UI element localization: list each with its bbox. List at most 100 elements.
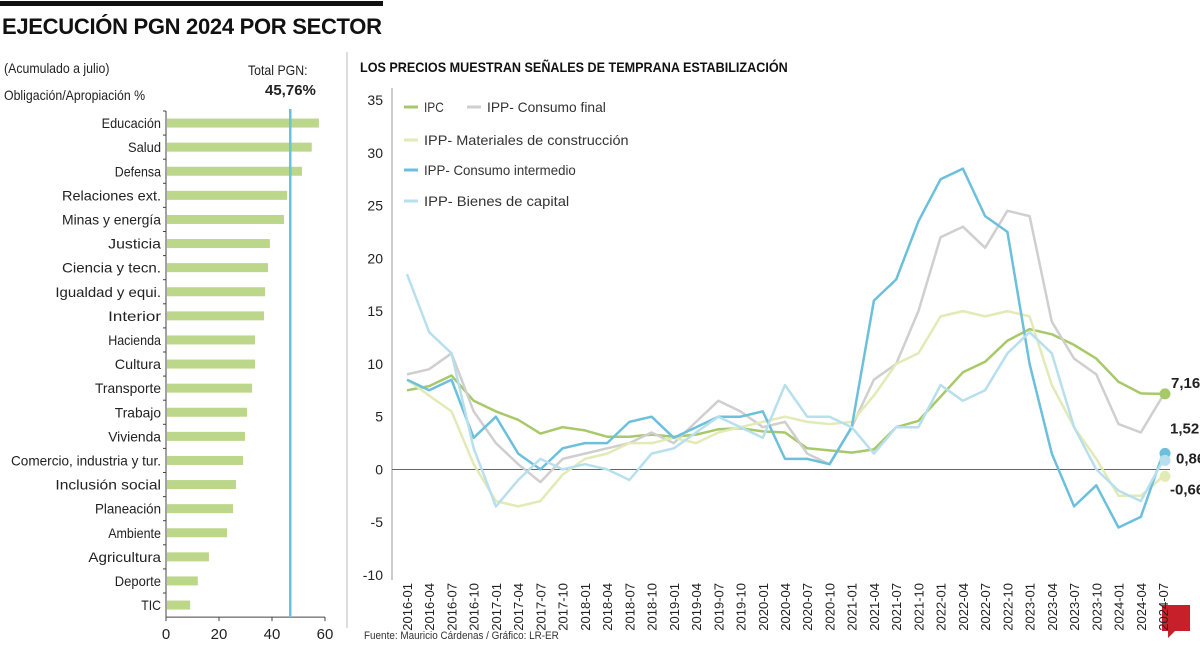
bar-x-tick-label: 40 bbox=[264, 626, 281, 643]
bar-label: Hacienda bbox=[108, 332, 161, 348]
legend-label: IPP- Bienes de capital bbox=[424, 193, 569, 209]
bar-17 bbox=[167, 528, 227, 538]
line-x-tick-label: 2023-01 bbox=[1023, 583, 1038, 631]
bar-19 bbox=[167, 576, 198, 586]
bar-8 bbox=[167, 311, 265, 321]
series-line-0 bbox=[406, 327, 1164, 454]
page-title: EJECUCIÓN PGN 2024 POR SECTOR bbox=[2, 14, 382, 39]
bar-x-tick-label: 0 bbox=[162, 626, 170, 643]
line-x-tick-label: 2017-10 bbox=[556, 583, 571, 631]
bar-label: Cultura bbox=[115, 356, 161, 372]
line-y-tick-label: -10 bbox=[363, 567, 383, 583]
top-rule bbox=[0, 1, 383, 6]
subtitle-metric: Obligación/Apropiación % bbox=[4, 87, 146, 103]
line-x-tick-label: 2019-01 bbox=[667, 583, 682, 631]
legend-label: IPP- Materiales de construcción bbox=[424, 132, 629, 148]
line-y-tick-label: 15 bbox=[367, 303, 383, 319]
line-chart-title: LOS PRECIOS MUESTRAN SEÑALES DE TEMPRANA… bbox=[360, 59, 788, 75]
bar-7 bbox=[167, 287, 266, 297]
bar-6 bbox=[167, 263, 269, 273]
bar-label: Trabajo bbox=[115, 404, 161, 420]
line-x-tick-label: 2018-07 bbox=[622, 583, 637, 631]
line-x-tick-label: 2021-07 bbox=[889, 583, 904, 631]
line-x-tick-label: 2016-01 bbox=[400, 583, 415, 631]
line-x-tick-label: 2022-07 bbox=[978, 583, 993, 631]
total-pgn-value: 45,76% bbox=[265, 82, 316, 99]
bar-12 bbox=[167, 407, 248, 417]
bar-label: Salud bbox=[128, 139, 161, 155]
bar-label: Planeación bbox=[95, 501, 161, 517]
line-x-tick-label: 2018-01 bbox=[578, 583, 593, 631]
line-x-tick-label: 2016-04 bbox=[422, 583, 437, 631]
subtitle-period: (Acumulado a julio) bbox=[4, 60, 110, 76]
bar-label: Transporte bbox=[95, 380, 161, 396]
series-end-label: -0,66 bbox=[1170, 481, 1200, 498]
bar-1 bbox=[167, 142, 312, 152]
bar-14 bbox=[167, 455, 244, 465]
bar-2 bbox=[167, 166, 302, 176]
line-y-tick-label: 30 bbox=[367, 145, 383, 161]
bar-label: TIC bbox=[141, 597, 161, 613]
bar-13 bbox=[167, 431, 245, 441]
line-x-tick-label: 2020-10 bbox=[822, 583, 837, 631]
line-y-tick-label: 20 bbox=[367, 250, 383, 266]
line-y-tick-label: 5 bbox=[375, 409, 383, 425]
legend-label: IPC bbox=[424, 99, 444, 115]
bar-label: Vivienda bbox=[108, 428, 161, 444]
series-end-marker-4 bbox=[1159, 454, 1171, 466]
bar-15 bbox=[167, 480, 236, 490]
series-end-label: 7,16 bbox=[1171, 375, 1200, 392]
legend-label: IPP- Consumo final bbox=[487, 99, 606, 115]
series-end-label: 0,86 bbox=[1176, 450, 1200, 467]
line-y-tick-label: 35 bbox=[367, 92, 383, 108]
bar-9 bbox=[167, 335, 256, 345]
legend-label: IPP- Consumo intermedio bbox=[424, 162, 576, 178]
lr-logo bbox=[1162, 605, 1190, 638]
line-x-tick-label: 2018-04 bbox=[600, 583, 615, 631]
series-end-label: 1,52 bbox=[1170, 420, 1199, 437]
bar-18 bbox=[167, 552, 209, 562]
line-x-tick-label: 2017-07 bbox=[533, 583, 548, 631]
line-x-tick-label: 2019-04 bbox=[689, 583, 704, 631]
line-x-tick-label: 2024-07 bbox=[1156, 583, 1171, 631]
series-end-marker-2 bbox=[1159, 470, 1171, 482]
line-x-tick-label: 2021-10 bbox=[911, 583, 926, 631]
bar-label: Igualdad y equi. bbox=[55, 284, 161, 300]
line-x-tick-label: 2019-10 bbox=[734, 583, 749, 631]
line-x-tick-label: 2017-04 bbox=[511, 583, 526, 631]
bar-label: Minas y energía bbox=[62, 211, 161, 227]
series-end-marker-0 bbox=[1159, 388, 1171, 400]
line-x-tick-label: 2017-01 bbox=[489, 583, 504, 631]
bar-label: Relaciones ext. bbox=[62, 187, 161, 203]
total-pgn-label: Total PGN: bbox=[248, 62, 308, 78]
source-note: Fuente: Mauricio Cárdenas / Gráfico: LR-… bbox=[364, 630, 559, 642]
series-line-3 bbox=[406, 167, 1165, 529]
line-y-tick-label: -5 bbox=[371, 514, 384, 530]
bar-0 bbox=[167, 118, 319, 128]
series-line-1 bbox=[406, 209, 1165, 484]
bar-label: Defensa bbox=[115, 163, 161, 179]
line-x-tick-label: 2021-01 bbox=[845, 583, 860, 631]
bar-x-tick-label: 20 bbox=[211, 626, 228, 643]
line-x-tick-label: 2023-10 bbox=[1089, 583, 1104, 631]
bar-label: Ciencia y tecn. bbox=[62, 260, 161, 276]
bar-10 bbox=[167, 359, 256, 369]
bar-label: Comercio, industria y tur. bbox=[11, 452, 161, 468]
series-line-4 bbox=[405, 273, 1165, 508]
bar-x-tick-label: 60 bbox=[317, 626, 334, 643]
line-y-tick-label: 0 bbox=[375, 461, 383, 477]
bar-4 bbox=[167, 214, 284, 224]
line-x-tick-label: 2020-07 bbox=[800, 583, 815, 631]
line-x-tick-label: 2016-10 bbox=[467, 583, 482, 631]
line-x-tick-label: 2022-10 bbox=[1000, 583, 1015, 631]
line-y-tick-label: 25 bbox=[367, 198, 383, 214]
line-x-tick-label: 2022-04 bbox=[956, 583, 971, 631]
bar-11 bbox=[167, 383, 253, 393]
line-x-tick-label: 2020-04 bbox=[778, 583, 793, 631]
line-x-tick-label: 2019-07 bbox=[711, 583, 726, 631]
bar-5 bbox=[167, 239, 270, 249]
line-x-tick-label: 2023-04 bbox=[1045, 583, 1060, 631]
line-x-tick-label: 2016-07 bbox=[444, 583, 459, 631]
bar-20 bbox=[167, 600, 191, 610]
